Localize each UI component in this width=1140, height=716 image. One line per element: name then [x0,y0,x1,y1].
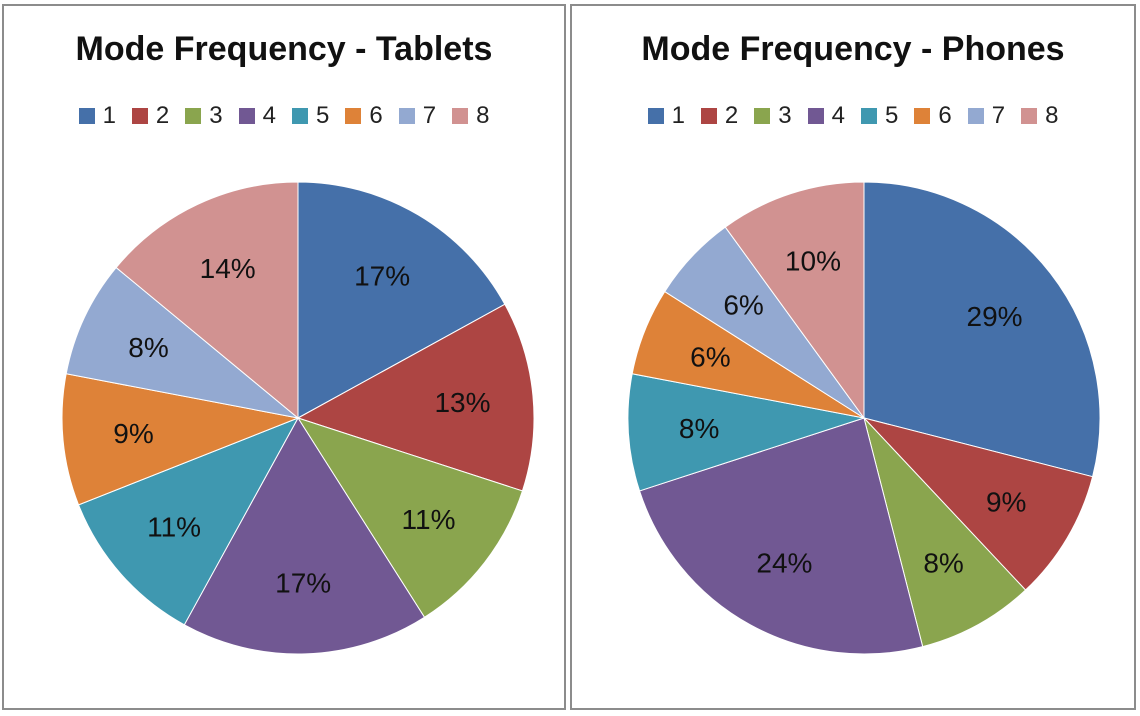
legend-item-4: 4 [238,102,276,130]
legend-swatch [647,108,664,124]
legend-swatch [238,108,255,124]
pie-slice-5 [77,417,300,626]
chart-legend: 1 2 3 4 5 6 7 8 [4,102,564,130]
legend-swatch [292,108,308,124]
pie-slice-4 [183,417,426,655]
legend-swatch [78,108,95,124]
pie-slice-1 [297,181,506,419]
pie-slice-3 [296,417,524,618]
legend-item-5: 5 [292,102,329,130]
legend-label: 4 [831,102,845,129]
pie-slice-2 [296,303,535,492]
legend-swatch [861,108,877,124]
pie-data-label: 13% [434,387,490,418]
legend-item-1: 1 [647,102,685,130]
legend-swatch [967,108,984,124]
legend-label: 7 [991,102,1006,129]
pie-data-label: 11% [402,504,456,535]
legend-label: 5 [316,102,330,129]
legend-item-6: 6 [914,102,952,130]
pie-data-label: 29% [967,301,1023,332]
legend-item-3: 3 [185,102,223,130]
pie-data-label: 10% [785,245,841,276]
pie-data-label: 9% [113,418,153,449]
legend-item-7: 7 [967,102,1006,130]
chart-title: Mode Frequency - Phones [641,30,1065,68]
legend-label: 7 [422,102,437,129]
pie-chart: 29% 9% 8% 24% 8% 6% 6% 10% [627,181,1101,655]
pie-chart: 17% 13% 11% 17% 11% 9% 8% 14% [61,181,535,655]
legend-label: 8 [476,102,490,129]
legend-item-7: 7 [398,102,437,130]
legend-swatch [754,108,771,124]
legend-item-8: 8 [452,102,489,130]
pie-data-label: 6% [723,289,763,320]
legend-item-4: 4 [807,102,845,130]
legend-label: 5 [885,102,899,129]
legend-label: 6 [369,102,383,129]
chart-legend: 1 2 3 4 5 6 7 8 [572,102,1134,130]
legend-item-1: 1 [78,102,116,130]
pie-slice-5 [627,373,865,492]
pie-data-label: 8% [923,547,963,578]
legend-item-2: 2 [700,102,739,130]
legend-label: 1 [102,102,116,129]
pie-slice-1 [863,181,1101,478]
legend-item-2: 2 [131,102,170,130]
legend-swatch [131,108,148,124]
legend-item-6: 6 [345,102,383,130]
pie-slice-3 [863,417,1027,648]
legend-swatch [700,108,717,124]
legend-label: 3 [209,102,223,129]
pie-slice-8 [724,181,865,420]
legend-label: 4 [262,102,276,129]
pie-data-label: 6% [690,342,730,373]
phones-chart-panel: Mode Frequency - Phones 1 2 3 4 5 6 7 8 … [570,4,1136,710]
legend-label: 8 [1045,102,1059,129]
pie-data-label: 17% [275,568,331,599]
legend-swatch [398,108,415,124]
legend-label: 2 [155,102,170,129]
legend-item-3: 3 [754,102,792,130]
pie-data-label: 8% [679,413,719,444]
pie-slice-4 [638,417,924,655]
pie-data-label: 8% [128,332,168,363]
legend-swatch [1021,108,1038,124]
legend-label: 6 [938,102,952,129]
pie-data-label: 14% [200,253,256,284]
pie-data-label: 9% [986,487,1026,518]
legend-item-5: 5 [861,102,898,130]
legend-label: 2 [724,102,739,129]
pie-slice-8 [115,181,299,420]
legend-swatch [914,108,931,124]
legend-swatch [807,108,824,124]
pie-data-label: 11% [147,512,201,543]
legend-swatch [452,108,469,124]
legend-swatch [185,108,202,124]
legend-label: 1 [671,102,685,129]
legend-item-8: 8 [1021,102,1058,130]
pie-slice-6 [61,373,300,506]
legend-label: 3 [778,102,792,129]
chart-title: Mode Frequency - Tablets [75,30,493,68]
tablets-chart-panel: Mode Frequency - Tablets 1 2 3 4 5 6 7 8… [2,4,566,710]
pie-slice-7 [65,266,299,419]
pie-data-label: 17% [354,260,410,291]
legend-swatch [345,108,362,124]
pie-data-label: 24% [756,547,812,578]
pie-slice-2 [862,417,1094,591]
